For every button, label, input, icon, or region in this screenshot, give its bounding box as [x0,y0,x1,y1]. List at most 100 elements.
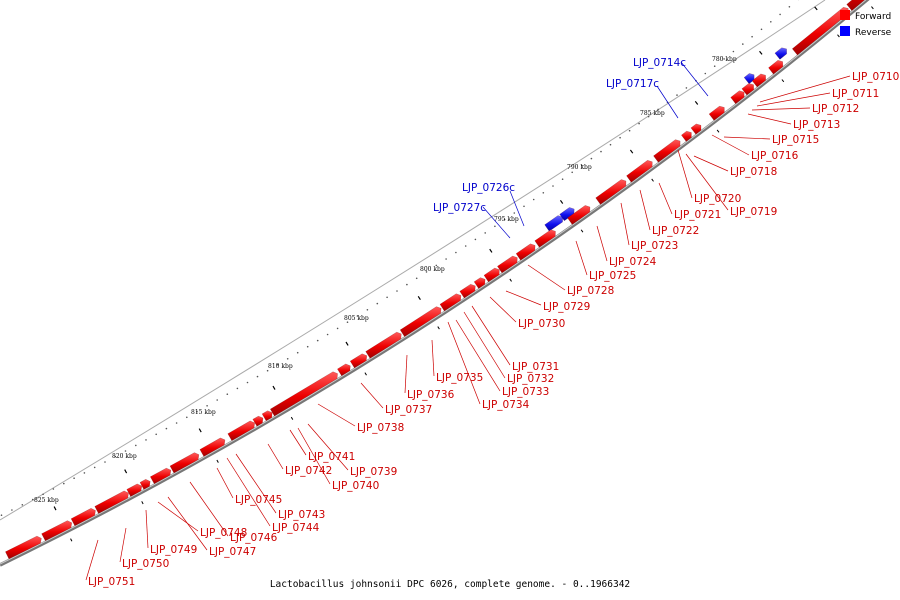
gene-label-forward[interactable]: LJP_0734 [482,399,530,411]
leader-line [216,467,234,499]
legend-swatch-forward [840,10,850,20]
gene-label-forward[interactable]: LJP_0744 [272,522,320,534]
tick-mark [198,428,202,433]
forward-gene[interactable] [199,437,226,457]
gene-label-forward[interactable]: LJP_0715 [772,134,819,146]
forward-gene[interactable] [595,179,627,205]
gene-label-forward[interactable]: LJP_0710 [852,71,899,83]
grid-dot [552,185,554,187]
leader-line [85,539,99,581]
gene-label-forward[interactable]: LJP_0731 [512,361,559,373]
forward-gene[interactable] [349,353,368,369]
forward-gene[interactable] [708,105,725,121]
forward-gene[interactable] [169,452,200,474]
gene-label-forward[interactable]: LJP_0729 [543,301,590,313]
gene-label-forward[interactable]: LJP_0713 [793,119,840,131]
gene-label-forward[interactable]: LJP_0733 [502,386,549,398]
forward-gene[interactable] [337,363,351,377]
gene-label-forward[interactable]: LJP_0719 [730,206,777,218]
tick-label: 800 kbp [420,266,445,273]
gene-label-reverse[interactable]: LJP_0714c [633,57,686,69]
gene-label-forward[interactable]: LJP_0741 [308,451,355,463]
forward-gene[interactable] [439,293,462,312]
gene-label-forward[interactable]: LJP_0750 [122,558,169,570]
forward-gene[interactable] [567,205,591,225]
gene-label-forward[interactable]: LJP_0736 [407,389,455,401]
forward-gene[interactable] [5,535,42,560]
gene-label-reverse[interactable]: LJP_0717c [606,78,659,90]
forward-gene[interactable] [126,483,143,497]
gene-label-forward[interactable]: LJP_0712 [812,103,859,115]
grid-dot [0,514,3,516]
gene-label-forward[interactable]: LJP_0716 [751,150,799,162]
forward-gene[interactable] [791,6,849,56]
gene-label-forward[interactable]: LJP_0722 [652,225,699,237]
gene-label-forward[interactable]: LJP_0740 [332,480,379,492]
forward-gene[interactable] [626,160,653,183]
gene-label-forward[interactable]: LJP_0732 [507,373,554,385]
forward-gene[interactable] [483,267,500,283]
tick-mark [814,6,818,11]
forward-gene[interactable] [149,467,172,485]
gene-label-forward[interactable]: LJP_0711 [832,88,879,100]
gene-label-forward[interactable]: LJP_0730 [518,318,565,330]
forward-gene[interactable] [741,83,754,96]
forward-gene[interactable] [751,73,766,88]
forward-gene[interactable] [459,283,476,299]
gene-label-forward[interactable]: LJP_0718 [730,166,777,178]
reverse-gene[interactable] [743,73,755,85]
forward-gene[interactable] [473,277,486,289]
forward-gene[interactable] [227,420,255,441]
tick-label: 785 kbp [640,110,665,117]
forward-gene[interactable] [139,479,151,490]
grid-dot [676,94,678,96]
gene-label-forward[interactable]: LJP_0735 [436,372,483,384]
forward-gene[interactable] [730,90,745,105]
forward-gene[interactable] [41,520,73,542]
gene-label-forward[interactable]: LJP_0751 [88,576,135,588]
gene-label-forward[interactable]: LJP_0725 [589,270,636,282]
gene-label-forward[interactable]: LJP_0738 [357,422,404,434]
forward-gene[interactable] [261,410,273,422]
gene-label-forward[interactable]: LJP_0749 [150,544,197,556]
gene-label-forward[interactable]: LJP_0747 [209,546,256,558]
forward-gene[interactable] [534,229,556,248]
reverse-gene[interactable] [544,215,563,232]
forward-gene[interactable] [681,130,692,142]
gene-label-forward[interactable]: LJP_0742 [285,465,332,477]
forward-gene[interactable] [252,415,264,427]
tick-mark [345,341,349,346]
leader-line [471,305,511,366]
forward-gene[interactable] [497,255,518,274]
gene-label-forward[interactable]: LJP_0721 [674,209,721,221]
gene-label-reverse[interactable]: LJP_0726c [462,182,515,194]
forward-gene[interactable] [70,508,96,527]
gene-label-forward[interactable]: LJP_0723 [631,240,678,252]
gene-label-forward[interactable]: LJP_0743 [278,509,325,521]
gene-label-forward[interactable]: LJP_0748 [200,527,247,539]
grid-dot [186,416,188,419]
forward-gene[interactable] [846,0,899,11]
gene-label-forward[interactable]: LJP_0720 [694,193,741,205]
grid-dot [336,327,339,330]
gene-label-forward[interactable]: LJP_0739 [350,466,397,478]
gene-label-forward[interactable]: LJP_0724 [609,256,657,268]
gene-label-reverse[interactable]: LJP_0727c [433,202,486,214]
leader-line [307,423,349,471]
reverse-gene[interactable] [774,47,787,60]
forward-gene[interactable] [269,371,338,417]
grid-dot [83,472,86,474]
forward-gene[interactable] [653,139,681,163]
grid-dot [175,422,178,424]
gene-label-forward[interactable]: LJP_0746 [230,532,278,544]
tick-mark [580,229,584,233]
gene-label-forward[interactable]: LJP_0728 [567,285,614,297]
gene-label-forward[interactable]: LJP_0737 [385,404,432,416]
forward-gene[interactable] [515,243,536,261]
forward-gene[interactable] [768,60,784,75]
forward-gene[interactable] [399,306,442,337]
forward-gene[interactable] [690,123,702,135]
forward-gene[interactable] [94,490,129,514]
forward-gene[interactable] [365,331,402,359]
gene-label-forward[interactable]: LJP_0745 [235,494,282,506]
